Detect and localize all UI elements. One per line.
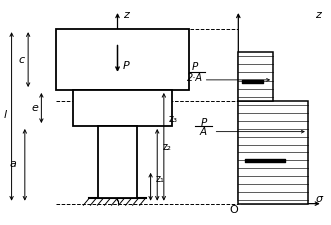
- Text: z₂: z₂: [162, 142, 171, 152]
- Text: z: z: [315, 10, 321, 20]
- Bar: [238, 101, 308, 204]
- Bar: [73, 90, 172, 126]
- Text: 2·A: 2·A: [187, 73, 203, 83]
- Text: z₃: z₃: [169, 114, 178, 124]
- Text: z: z: [123, 10, 129, 20]
- Text: a: a: [10, 159, 17, 169]
- Bar: [238, 52, 273, 101]
- Text: z₁: z₁: [156, 174, 165, 184]
- Text: P: P: [192, 63, 198, 72]
- Text: O: O: [229, 205, 238, 215]
- Text: A: A: [200, 127, 207, 137]
- Text: e: e: [31, 103, 38, 113]
- Bar: [56, 29, 189, 90]
- Text: c: c: [19, 55, 24, 65]
- Text: P: P: [122, 61, 129, 71]
- Text: P: P: [201, 118, 207, 128]
- Text: l: l: [3, 110, 7, 120]
- Text: σ: σ: [316, 194, 323, 204]
- Bar: [98, 126, 137, 198]
